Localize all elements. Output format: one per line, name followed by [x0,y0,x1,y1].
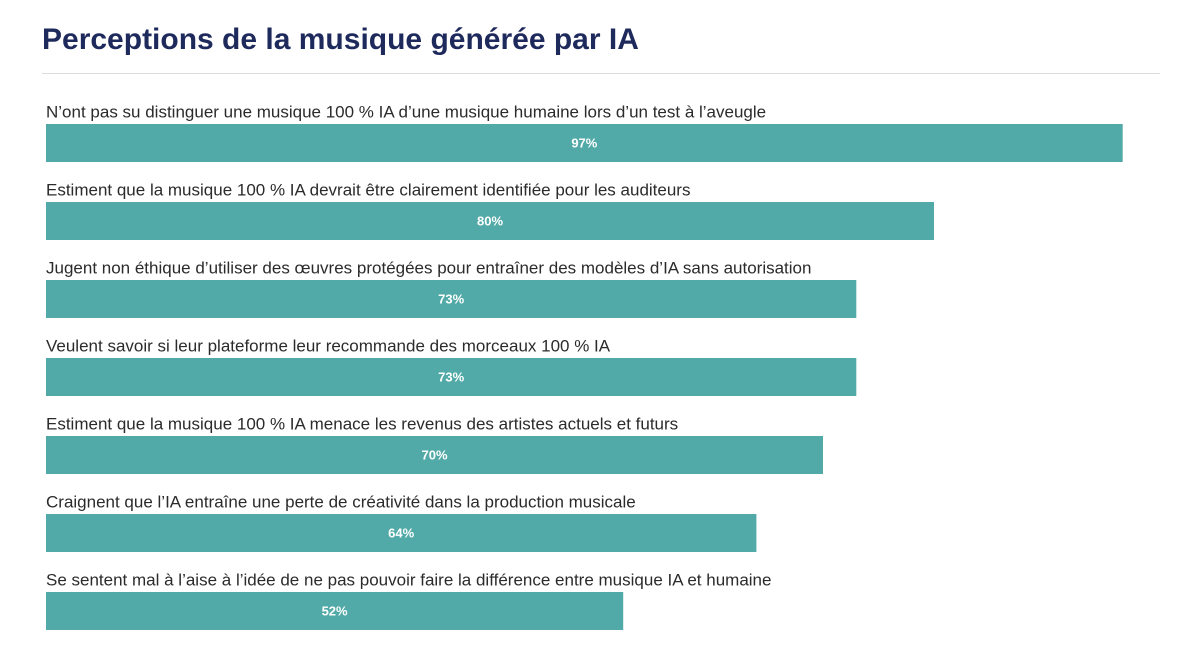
chart-title: Perceptions de la musique générée par IA [42,23,639,56]
category-label: Jugent non éthique d’utiliser des œuvres… [46,258,811,277]
bar [46,124,1123,162]
bar [46,280,857,318]
bar [46,358,857,396]
value-label: 97% [571,135,597,150]
value-label: 52% [322,603,348,618]
bar [46,514,757,552]
category-label: Estiment que la musique 100 % IA devrait… [46,180,690,199]
category-label: N’ont pas su distinguer une musique 100 … [46,102,766,121]
value-label: 64% [388,525,414,540]
value-label: 73% [438,369,464,384]
category-label: Estiment que la musique 100 % IA menace … [46,414,678,433]
category-label: Craignent que l’IA entraîne une perte de… [46,492,636,511]
category-label: Veulent savoir si leur plateforme leur r… [46,336,611,355]
value-label: 73% [438,291,464,306]
value-label: 80% [477,213,503,228]
category-label: Se sentent mal à l’aise à l’idée de ne p… [46,570,771,589]
bar [46,592,624,630]
bar [46,202,934,240]
value-label: 70% [421,447,447,462]
bar [46,436,823,474]
